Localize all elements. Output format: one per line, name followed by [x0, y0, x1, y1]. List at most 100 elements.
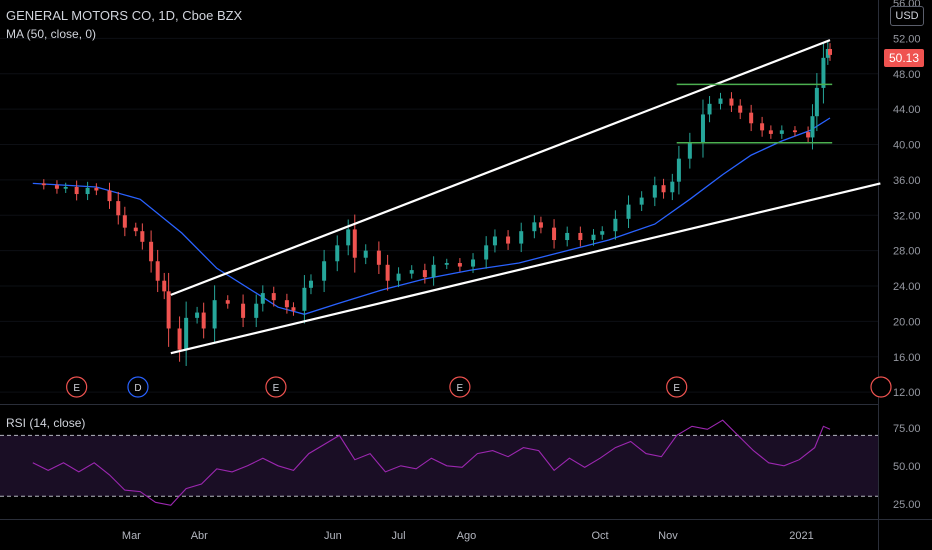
candle-body [532, 222, 537, 232]
candle-body [162, 280, 167, 292]
price-tick-label: 16.00 [893, 352, 921, 364]
candle-body [661, 185, 666, 193]
price-tick-label: 44.00 [893, 104, 921, 116]
candle-body [254, 303, 259, 318]
earnings-marker[interactable] [265, 376, 287, 398]
candle-body [749, 112, 754, 124]
drawings-layer[interactable] [170, 39, 881, 355]
price-tick-label: 40.00 [893, 140, 921, 152]
price-axis[interactable]: 56.00 52.00 48.00 44.00 40.00 36.00 32.00 28.00… [893, 0, 921, 399]
price-tick-label: 56.00 [893, 0, 921, 10]
candle-body [492, 236, 497, 246]
candle-body [396, 273, 401, 281]
rsi-axis[interactable]: 75.00 50.00 25.00 [893, 423, 921, 511]
candle-body [806, 132, 811, 138]
candle-body [471, 259, 476, 267]
candle-body [149, 241, 154, 262]
earnings-marker-label: E [673, 383, 680, 394]
candle-body [810, 116, 815, 138]
price-tick-label: 24.00 [893, 281, 921, 293]
candle-body [241, 303, 246, 318]
rsi-tick-label: 50.00 [893, 461, 921, 473]
candle-body [538, 222, 543, 228]
candle-body [600, 231, 605, 235]
rsi-legend[interactable]: RSI (14, close) [6, 416, 86, 430]
candle-body [122, 215, 127, 228]
candle-body [302, 287, 307, 311]
candle-body [676, 158, 681, 182]
candle-body [184, 317, 189, 350]
candle-body [484, 245, 489, 260]
candle-body [107, 190, 112, 202]
candle-body [260, 293, 265, 304]
candle-body [94, 187, 99, 191]
time-tick-label: Mar [122, 530, 141, 542]
candle-body [821, 57, 826, 88]
candle-body [565, 232, 570, 241]
price-tick-label: 28.00 [893, 246, 921, 258]
candle-body [308, 280, 313, 288]
candle-body [54, 185, 59, 189]
candle-body [133, 227, 138, 232]
candle-body [409, 270, 414, 274]
earnings-marker[interactable] [666, 376, 688, 398]
currency-button[interactable]: USD [890, 6, 924, 26]
candle-body [707, 103, 712, 115]
ma-layer [32, 117, 831, 315]
earnings-marker-label: E [73, 383, 80, 394]
time-tick-label: Jun [324, 530, 342, 542]
rsi-pane [0, 419, 878, 506]
time-tick-label: Abr [191, 530, 208, 542]
candle-body [760, 123, 765, 131]
earnings-marker[interactable] [870, 376, 892, 398]
candle-body [519, 231, 524, 244]
candle-body [591, 234, 596, 241]
candle-body [738, 105, 743, 113]
candle-body [729, 98, 734, 106]
earnings-marker[interactable] [449, 376, 471, 398]
ma-legend[interactable]: MA (50, close, 0) [6, 27, 97, 41]
candle-body [335, 245, 340, 262]
time-tick-label: Nov [658, 530, 678, 542]
earnings-marker[interactable] [66, 376, 88, 398]
candle-body [140, 231, 145, 242]
candle-body [63, 186, 68, 189]
candle-body [700, 114, 705, 143]
candle-body [291, 307, 296, 311]
chart-title: GENERAL MOTORS CO, 1D, Cboe BZX [6, 8, 243, 23]
candle-body [718, 98, 723, 104]
price-tick-label: 52.00 [893, 33, 921, 45]
candle-body [346, 229, 351, 246]
time-tick-label: 2021 [789, 530, 813, 542]
price-tick-label: 48.00 [893, 69, 921, 81]
candle-body [385, 264, 390, 281]
rsi-tick-label: 25.00 [893, 499, 921, 511]
candle-body [212, 300, 217, 329]
candle-body [195, 312, 200, 318]
candle-body [814, 87, 819, 117]
candle-body [825, 48, 830, 58]
time-tick-label: Jul [392, 530, 406, 542]
rsi-line [32, 419, 831, 506]
candle-body [444, 263, 449, 265]
candle-body [155, 261, 160, 281]
candle-body [828, 48, 832, 55]
trendline[interactable] [170, 182, 881, 355]
last-price-badge: 50.13 [884, 49, 924, 67]
candle-body [768, 130, 773, 134]
price-tick-label: 20.00 [893, 316, 921, 328]
candle-body [352, 229, 357, 258]
rsi-tick-label: 75.00 [893, 423, 921, 435]
time-tick-label: Ago [457, 530, 477, 542]
candle-body [166, 291, 171, 329]
time-axis[interactable]: Mar Abr Jun Jul Ago Oct Nov 2021 [122, 530, 814, 542]
candle-body [322, 261, 327, 281]
trendline[interactable] [170, 39, 831, 296]
candle-body [626, 204, 631, 219]
candle-body [792, 130, 797, 133]
ma-line [32, 117, 831, 315]
dividend-marker[interactable] [127, 376, 149, 398]
candle-body [613, 218, 618, 232]
candle-body [652, 185, 657, 198]
